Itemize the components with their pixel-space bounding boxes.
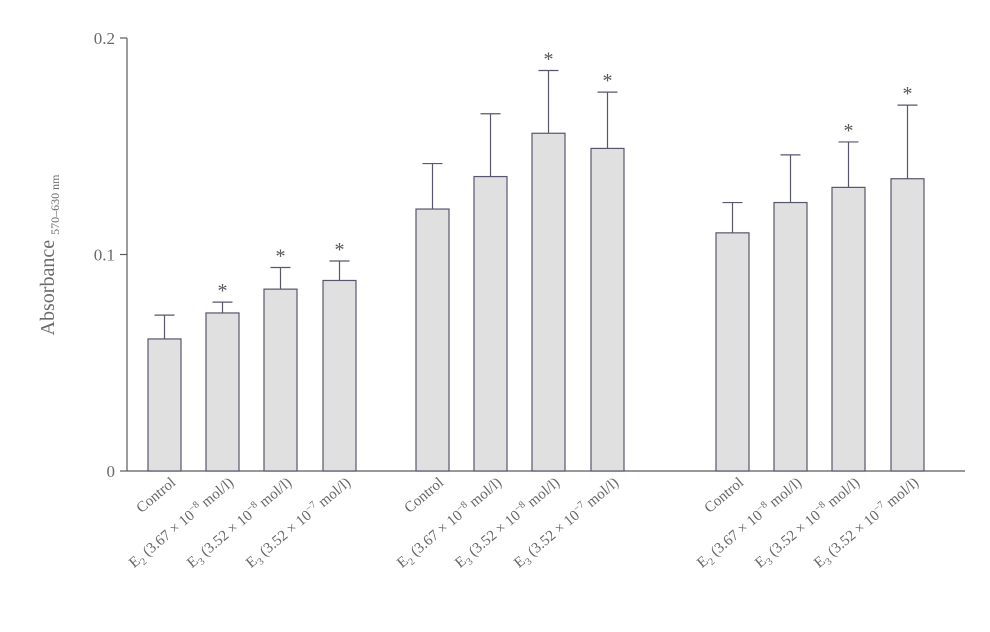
bar-g2-2 (473, 175, 508, 472)
bar-g3-3 (831, 186, 866, 472)
error-bar-g2-3 (538, 69, 559, 134)
y-tick-label-1: 0.1 (94, 246, 115, 265)
y-axis-label-main: Absorbance (37, 240, 59, 336)
bar-g1-3 (263, 288, 298, 472)
error-bar-g1-1 (154, 314, 175, 339)
significance-star-g2-3: * (544, 48, 554, 70)
category-label-g3-2: E2 (3.67 × 10−8 mol/l) (693, 473, 807, 573)
category-label-g1-4: E3 (3.52 × 10−7 mol/l) (242, 473, 356, 573)
significance-star-g2-4: * (603, 70, 613, 92)
error-bar-g3-4 (897, 104, 918, 179)
significance-star-g1-4: * (335, 239, 345, 261)
error-bar-g3-1 (722, 201, 743, 233)
significance-star-g1-3: * (276, 245, 286, 267)
error-bar-g2-4 (597, 91, 618, 149)
category-label-g2-2: E2 (3.67 × 10−8 mol/l) (393, 473, 507, 573)
significance-star-g1-2: * (218, 280, 228, 302)
significance-star-g3-4: * (903, 83, 913, 105)
bar-g2-1 (415, 208, 450, 472)
y-axis-label-subscript: 570–630 nm (48, 174, 62, 235)
error-bar-g1-2 (212, 301, 233, 313)
error-bar-g3-3 (838, 141, 859, 188)
category-label-g3-4: E3 (3.52 × 10−7 mol/l) (810, 473, 924, 573)
category-label-g1-1: Control (134, 475, 179, 517)
bar-g1-4 (322, 279, 357, 472)
error-bar-g2-1 (422, 162, 443, 210)
category-label-g2-3: E3 (3.52 × 10−8 mol/l) (451, 473, 565, 573)
category-label-g1-3: E3 (3.52 × 10−8 mol/l) (183, 473, 297, 573)
bar-g1-1 (147, 338, 182, 472)
error-bar-g3-2 (780, 154, 801, 203)
y-tick-label-2: 0.2 (94, 29, 115, 48)
bar-g3-4 (890, 178, 925, 472)
bar-g3-1 (715, 232, 750, 472)
error-bar-g1-3 (270, 266, 291, 290)
bar-g2-3 (531, 132, 566, 472)
error-bar-g1-4 (329, 260, 350, 281)
bar-g2-4 (590, 147, 625, 472)
category-label-g3-3: E3 (3.52 × 10−8 mol/l) (751, 473, 865, 573)
error-bar-g2-2 (480, 113, 501, 177)
significance-star-g3-3: * (844, 120, 854, 142)
bars: * * * * * * * (147, 48, 925, 472)
bar-g3-2 (773, 201, 808, 472)
bar-g1-2 (205, 312, 240, 472)
category-label-g2-4: E3 (3.52 × 10−7 mol/l) (510, 473, 624, 573)
y-axis-label: Absorbance 570–630 nm (37, 174, 62, 336)
category-label-g2-1: Control (402, 475, 447, 517)
category-label-g3-1: Control (702, 475, 747, 517)
category-label-g1-2: E2 (3.67 × 10−8 mol/l) (125, 473, 239, 573)
y-tick-label-0: 0 (107, 462, 116, 481)
